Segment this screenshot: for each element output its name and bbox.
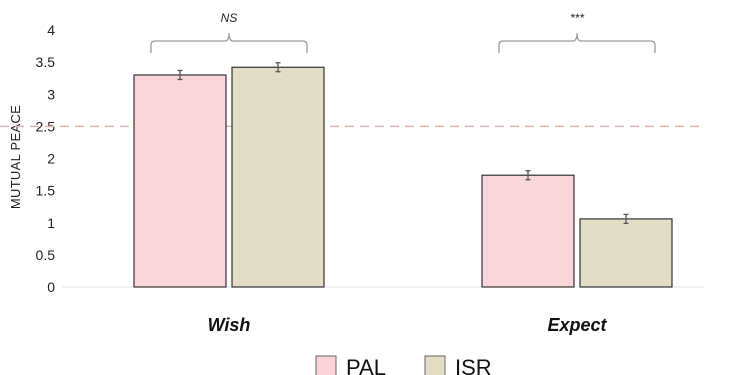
y-tick-label: 3 [47, 86, 55, 102]
x-category-label: Expect [547, 315, 607, 335]
y-axis-label: MUTUAL PEACE [8, 105, 23, 209]
legend-swatch [315, 355, 337, 375]
significance-label: *** [570, 11, 584, 25]
significance-label: NS [221, 11, 238, 25]
significance-bracket [498, 32, 656, 53]
bar-texture [135, 75, 225, 286]
legend-label: PAL [346, 355, 386, 375]
significance-bracket [150, 32, 308, 53]
error-bar [525, 170, 531, 181]
legend-label: ISR [455, 355, 492, 375]
y-tick-label: 1 [47, 215, 55, 231]
bars [133, 62, 673, 288]
x-category-label: Wish [208, 315, 251, 335]
bar-texture [483, 176, 573, 286]
legend-item-pal: PAL [315, 355, 386, 375]
bar-texture [581, 219, 671, 286]
error-bar [177, 69, 183, 81]
y-tick-label: 1.5 [36, 183, 56, 199]
error-bar [275, 62, 281, 73]
legend: PAL ISR [315, 355, 492, 375]
y-tick-label: 0 [47, 279, 55, 295]
legend-item-isr: ISR [424, 355, 492, 375]
category-labels: Wish Expect [208, 315, 608, 335]
error-bar [623, 213, 629, 225]
y-axis: 00.511.522.533.54 [36, 22, 56, 295]
y-tick-label: 2 [47, 151, 55, 167]
y-tick-label: 3.5 [36, 54, 56, 70]
y-tick-label: 0.5 [36, 247, 56, 263]
legend-swatch [424, 355, 446, 375]
y-tick-label: 4 [47, 22, 55, 38]
bar-texture [233, 68, 323, 286]
significance-brackets: NS *** [150, 11, 656, 53]
